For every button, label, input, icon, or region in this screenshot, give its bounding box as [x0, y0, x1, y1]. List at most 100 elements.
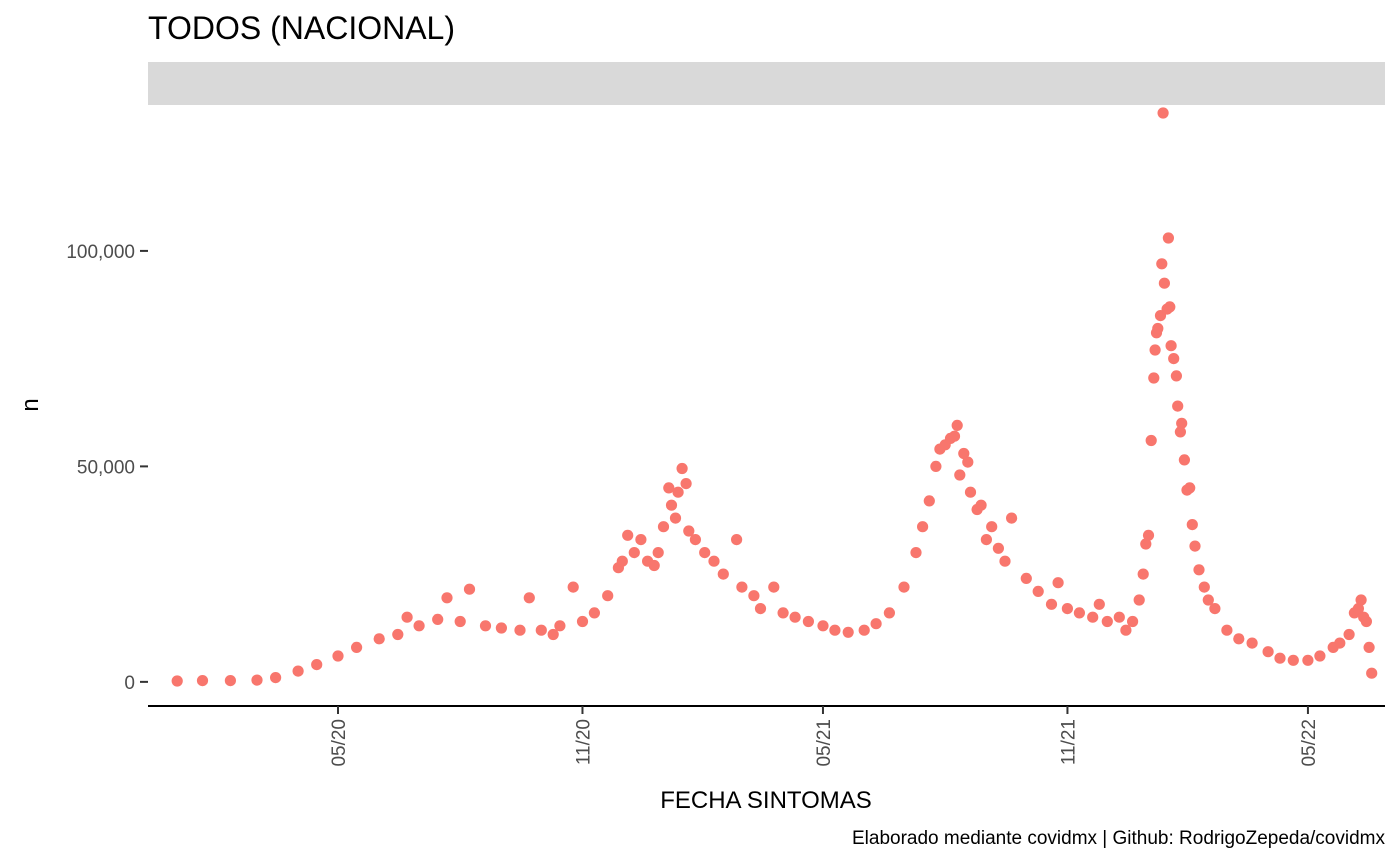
- data-point: [958, 447, 970, 460]
- data-point: [1032, 585, 1044, 598]
- data-point: [768, 581, 780, 593]
- data-point: [479, 620, 492, 632]
- data-point: [1184, 482, 1196, 494]
- data-point: [910, 547, 922, 559]
- data-point: [842, 626, 854, 638]
- data-point: [923, 495, 935, 507]
- data-point: [962, 456, 974, 468]
- data-point: [964, 486, 977, 498]
- data-point: [1140, 538, 1152, 550]
- data-point: [789, 611, 801, 623]
- data-point: [999, 555, 1011, 567]
- data-point: [292, 665, 304, 677]
- data-point: [454, 615, 466, 628]
- data-point: [1343, 628, 1355, 641]
- data-point: [628, 547, 640, 559]
- data-point: [1363, 641, 1375, 654]
- data-point: [441, 592, 453, 604]
- data-point: [270, 672, 282, 684]
- y-axis: 0 50,000 100,000: [66, 242, 148, 694]
- data-point: [663, 482, 675, 494]
- data-point: [689, 534, 702, 546]
- data-point: [1045, 598, 1058, 610]
- data-point: [986, 521, 998, 533]
- data-point: [1133, 594, 1145, 606]
- data-point: [1352, 603, 1364, 615]
- data-point: [980, 534, 993, 546]
- data-point: [495, 622, 507, 634]
- points-layer: [171, 107, 1378, 687]
- data-point: [754, 603, 767, 615]
- data-point: [777, 607, 789, 619]
- data-point: [648, 559, 660, 572]
- data-point: [1006, 512, 1018, 524]
- data-point: [1157, 107, 1169, 119]
- data-point: [1052, 577, 1064, 589]
- data-point: [1176, 417, 1188, 429]
- data-point: [817, 620, 829, 632]
- data-point: [251, 674, 263, 686]
- data-point: [870, 618, 882, 630]
- data-point: [432, 613, 444, 626]
- data-point: [1162, 232, 1174, 244]
- data-point: [1314, 650, 1326, 662]
- data-point: [1209, 603, 1221, 615]
- data-point: [683, 525, 695, 537]
- data-point: [1152, 322, 1164, 335]
- data-point: [1020, 572, 1032, 585]
- data-point: [635, 534, 647, 546]
- data-point: [1174, 426, 1186, 438]
- data-point: [676, 462, 688, 475]
- data-point: [917, 521, 929, 533]
- x-axis: 05/20 11/20 05/21 11/21 05/22: [329, 706, 1320, 767]
- data-point: [829, 624, 841, 636]
- data-point: [171, 675, 183, 687]
- chart-title: TODOS (NACIONAL): [148, 10, 455, 46]
- data-point: [1262, 646, 1274, 658]
- data-point: [1221, 624, 1233, 636]
- data-point: [224, 675, 236, 687]
- data-point: [1165, 340, 1177, 352]
- data-point: [1334, 637, 1346, 649]
- data-point: [731, 534, 743, 546]
- data-point: [311, 659, 323, 671]
- data-point: [1198, 581, 1210, 593]
- data-point: [858, 624, 870, 636]
- data-point: [1366, 667, 1378, 679]
- data-point: [1172, 400, 1184, 412]
- facet-strip: [148, 62, 1385, 105]
- data-point: [699, 547, 711, 559]
- data-point: [463, 583, 476, 595]
- y-tick-label: 50,000: [77, 457, 135, 478]
- data-point: [1302, 654, 1314, 666]
- data-point: [523, 592, 535, 604]
- y-axis-title: n: [17, 398, 44, 411]
- data-point: [602, 590, 614, 602]
- data-point: [1355, 594, 1367, 606]
- data-point: [669, 512, 682, 524]
- y-tick-label: 0: [124, 673, 135, 694]
- data-point: [652, 547, 664, 559]
- data-point: [1193, 564, 1205, 576]
- caption: Elaborado mediante covidmx | Github: Rod…: [852, 828, 1385, 849]
- data-point: [392, 628, 404, 641]
- data-point: [992, 542, 1005, 554]
- data-point: [1287, 654, 1299, 666]
- data-point: [930, 460, 942, 472]
- data-point: [351, 641, 363, 654]
- y-tick-label: 100,000: [66, 242, 135, 263]
- x-tick-label: 11/21: [1058, 719, 1079, 765]
- data-point: [1145, 434, 1157, 447]
- data-point: [1137, 568, 1149, 580]
- data-point: [717, 568, 729, 580]
- data-point: [1087, 611, 1099, 623]
- data-point: [736, 581, 748, 593]
- data-point: [975, 499, 987, 511]
- data-point: [401, 611, 413, 623]
- data-point: [1158, 277, 1170, 289]
- data-point: [1156, 258, 1168, 270]
- data-point: [665, 499, 678, 511]
- data-point: [1246, 637, 1258, 649]
- data-point: [1233, 633, 1245, 645]
